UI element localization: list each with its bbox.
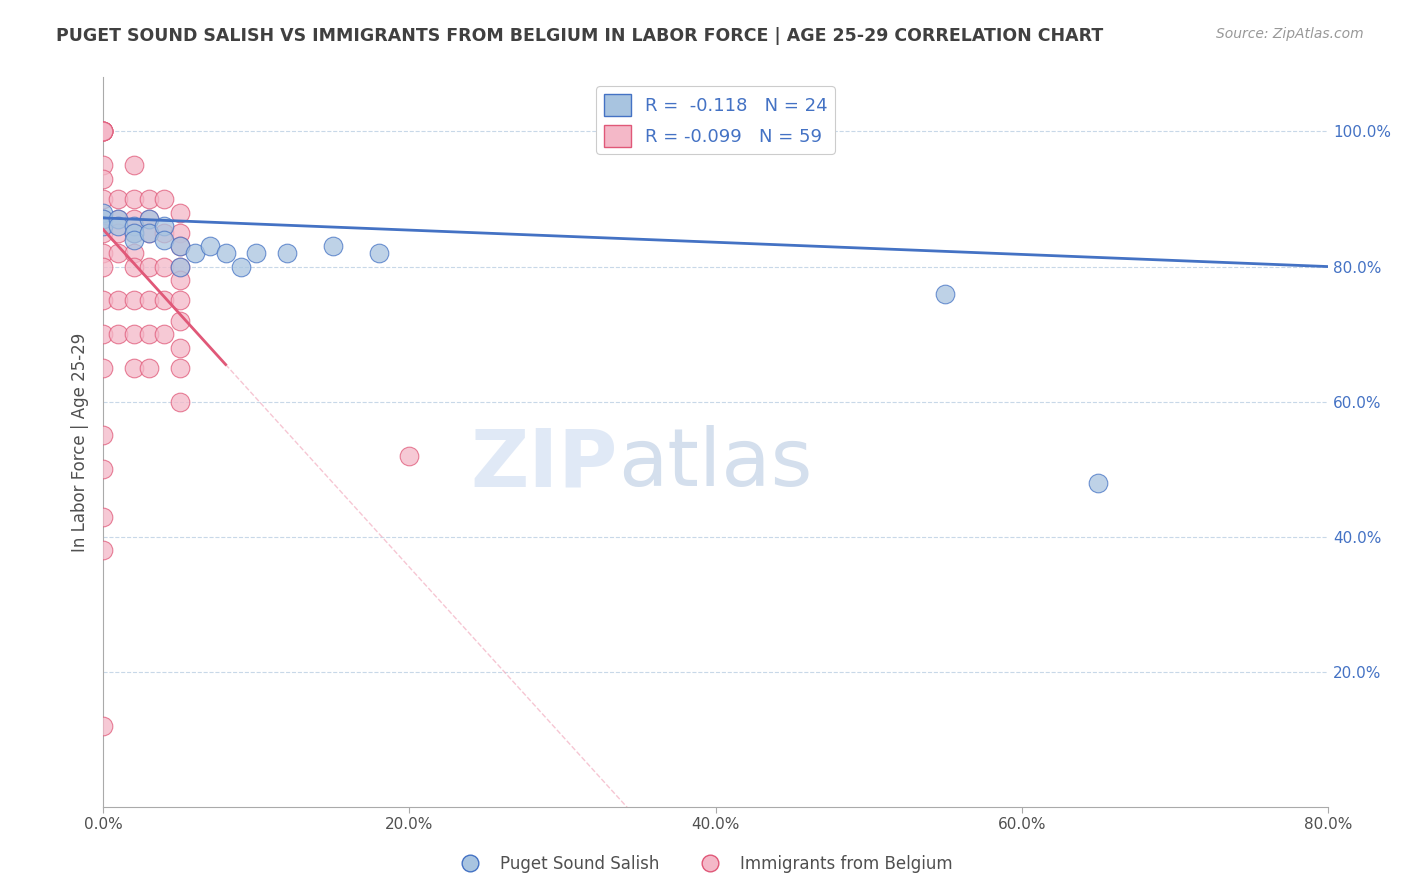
Point (153, 192, 176, 206)
Point (169, 205, 191, 219)
Text: atlas: atlas (617, 425, 813, 503)
Point (91, 462, 114, 476)
Point (107, 212, 129, 227)
Point (138, 260, 160, 274)
Point (122, 260, 145, 274)
Point (122, 293, 145, 308)
Point (138, 212, 160, 227)
Point (169, 239, 191, 253)
Point (153, 293, 176, 308)
Point (322, 239, 344, 253)
Legend: R =  -0.118   N = 24, R = -0.099   N = 59: R = -0.118 N = 24, R = -0.099 N = 59 (596, 87, 835, 154)
Point (91, 260, 114, 274)
Point (122, 360, 145, 375)
Point (214, 246, 236, 260)
Point (138, 226, 160, 240)
Point (107, 219, 129, 233)
Point (169, 360, 191, 375)
Point (934, 286, 956, 301)
Point (91, 219, 114, 233)
Point (107, 192, 129, 206)
Point (91, 246, 114, 260)
Point (91, 327, 114, 342)
Point (169, 394, 191, 409)
Point (169, 341, 191, 355)
Point (169, 226, 191, 240)
Point (138, 212, 160, 227)
Point (91, 158, 114, 172)
Point (91, 719, 114, 733)
Point (107, 327, 129, 342)
Point (1087, 475, 1109, 490)
Point (169, 239, 191, 253)
Point (91, 212, 114, 227)
Point (91, 124, 114, 138)
Point (122, 327, 145, 342)
Point (91, 543, 114, 558)
Point (229, 260, 252, 274)
Point (122, 246, 145, 260)
Point (367, 246, 389, 260)
Y-axis label: In Labor Force | Age 25-29: In Labor Force | Age 25-29 (72, 333, 89, 552)
Point (91, 205, 114, 219)
Point (138, 226, 160, 240)
Point (107, 226, 129, 240)
Point (91, 293, 114, 308)
Text: Source: ZipAtlas.com: Source: ZipAtlas.com (1216, 27, 1364, 41)
Point (107, 293, 129, 308)
Point (169, 293, 191, 308)
Point (122, 219, 145, 233)
Point (138, 360, 160, 375)
Point (91, 124, 114, 138)
Point (107, 246, 129, 260)
Point (169, 313, 191, 327)
Point (153, 260, 176, 274)
Point (91, 124, 114, 138)
Point (169, 273, 191, 287)
Point (91, 360, 114, 375)
Point (153, 219, 176, 233)
Point (91, 226, 114, 240)
Text: PUGET SOUND SALISH VS IMMIGRANTS FROM BELGIUM IN LABOR FORCE | AGE 25-29 CORRELA: PUGET SOUND SALISH VS IMMIGRANTS FROM BE… (56, 27, 1104, 45)
Point (184, 246, 207, 260)
Point (122, 226, 145, 240)
Point (245, 246, 267, 260)
Point (138, 327, 160, 342)
Point (122, 226, 145, 240)
Point (122, 158, 145, 172)
Point (91, 428, 114, 442)
Point (91, 192, 114, 206)
Point (91, 212, 114, 227)
Point (122, 192, 145, 206)
Point (276, 246, 298, 260)
Text: ZIP: ZIP (471, 425, 617, 503)
Point (138, 293, 160, 308)
Point (153, 233, 176, 247)
Point (91, 124, 114, 138)
Point (138, 192, 160, 206)
Point (169, 260, 191, 274)
Point (91, 124, 114, 138)
Point (200, 239, 222, 253)
Point (91, 509, 114, 524)
Point (153, 327, 176, 342)
Point (153, 226, 176, 240)
Point (91, 124, 114, 138)
Point (122, 233, 145, 247)
Legend: Puget Sound Salish, Immigrants from Belgium: Puget Sound Salish, Immigrants from Belg… (447, 848, 959, 880)
Point (91, 171, 114, 186)
Point (107, 212, 129, 227)
Point (169, 260, 191, 274)
Point (122, 212, 145, 227)
Point (398, 449, 420, 463)
